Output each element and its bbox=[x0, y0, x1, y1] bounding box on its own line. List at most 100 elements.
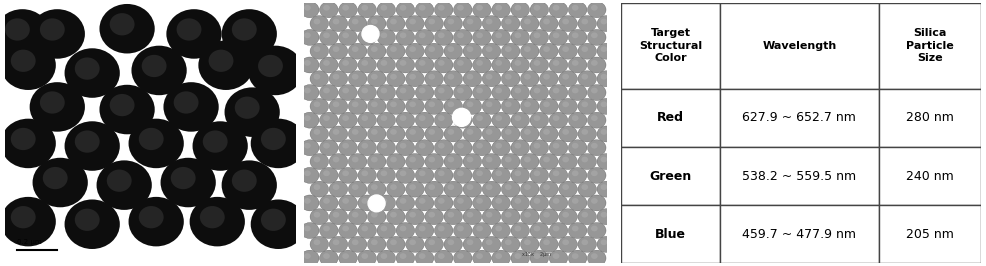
Circle shape bbox=[304, 198, 311, 204]
Circle shape bbox=[578, 16, 597, 32]
Circle shape bbox=[591, 253, 598, 259]
Circle shape bbox=[505, 19, 512, 24]
Circle shape bbox=[368, 71, 386, 87]
Circle shape bbox=[390, 74, 396, 80]
Circle shape bbox=[301, 85, 319, 101]
Circle shape bbox=[109, 13, 134, 35]
Circle shape bbox=[501, 98, 520, 114]
Circle shape bbox=[515, 32, 522, 38]
Circle shape bbox=[381, 115, 387, 121]
Circle shape bbox=[543, 19, 550, 24]
Circle shape bbox=[399, 60, 406, 66]
Circle shape bbox=[501, 16, 520, 32]
Circle shape bbox=[511, 57, 529, 73]
Circle shape bbox=[549, 250, 568, 266]
Circle shape bbox=[521, 71, 539, 87]
Circle shape bbox=[387, 153, 405, 169]
Circle shape bbox=[524, 74, 530, 80]
Circle shape bbox=[549, 30, 568, 45]
Circle shape bbox=[352, 184, 359, 190]
Circle shape bbox=[415, 2, 434, 18]
Circle shape bbox=[362, 115, 368, 121]
Circle shape bbox=[332, 212, 339, 218]
Circle shape bbox=[339, 140, 357, 156]
Circle shape bbox=[543, 239, 550, 245]
Circle shape bbox=[310, 71, 328, 87]
Circle shape bbox=[463, 153, 482, 169]
Circle shape bbox=[482, 98, 501, 114]
Circle shape bbox=[301, 57, 319, 73]
Circle shape bbox=[314, 19, 320, 24]
Circle shape bbox=[458, 253, 463, 259]
Circle shape bbox=[362, 171, 368, 176]
Circle shape bbox=[553, 5, 559, 11]
Circle shape bbox=[381, 5, 387, 11]
Circle shape bbox=[521, 16, 539, 32]
Circle shape bbox=[435, 85, 453, 101]
Circle shape bbox=[387, 126, 405, 142]
Circle shape bbox=[39, 18, 65, 41]
Circle shape bbox=[425, 43, 444, 59]
Circle shape bbox=[358, 57, 377, 73]
Circle shape bbox=[381, 253, 387, 259]
Circle shape bbox=[377, 85, 395, 101]
Circle shape bbox=[463, 126, 482, 142]
Circle shape bbox=[511, 223, 529, 239]
Circle shape bbox=[568, 167, 587, 183]
Circle shape bbox=[476, 88, 483, 93]
Circle shape bbox=[553, 143, 559, 149]
Circle shape bbox=[549, 140, 568, 156]
Circle shape bbox=[530, 223, 548, 239]
Circle shape bbox=[352, 19, 359, 24]
Circle shape bbox=[377, 223, 395, 239]
Circle shape bbox=[128, 197, 183, 246]
Circle shape bbox=[405, 181, 424, 197]
Circle shape bbox=[472, 57, 491, 73]
Circle shape bbox=[301, 30, 319, 45]
Circle shape bbox=[339, 57, 357, 73]
Circle shape bbox=[486, 157, 492, 162]
Circle shape bbox=[524, 19, 530, 24]
Circle shape bbox=[405, 43, 424, 59]
Circle shape bbox=[348, 153, 367, 169]
Circle shape bbox=[342, 60, 349, 66]
Circle shape bbox=[304, 115, 311, 121]
Circle shape bbox=[472, 85, 491, 101]
Circle shape bbox=[75, 130, 100, 153]
Circle shape bbox=[568, 223, 587, 239]
Circle shape bbox=[495, 226, 502, 231]
Circle shape bbox=[466, 184, 473, 190]
Circle shape bbox=[100, 4, 155, 53]
Circle shape bbox=[310, 153, 328, 169]
Circle shape bbox=[553, 60, 559, 66]
Circle shape bbox=[419, 171, 426, 176]
Circle shape bbox=[428, 19, 435, 24]
Circle shape bbox=[476, 143, 483, 149]
Circle shape bbox=[486, 129, 492, 135]
Circle shape bbox=[530, 57, 548, 73]
Circle shape bbox=[549, 167, 568, 183]
Circle shape bbox=[209, 50, 234, 72]
Circle shape bbox=[505, 129, 512, 135]
Circle shape bbox=[568, 250, 587, 266]
Circle shape bbox=[139, 128, 164, 150]
Circle shape bbox=[588, 140, 606, 156]
Circle shape bbox=[591, 198, 598, 204]
Circle shape bbox=[559, 98, 578, 114]
Bar bbox=[621, 205, 720, 263]
Circle shape bbox=[323, 32, 330, 38]
Circle shape bbox=[495, 5, 502, 11]
Circle shape bbox=[521, 43, 539, 59]
Circle shape bbox=[466, 212, 473, 218]
Circle shape bbox=[1, 40, 56, 90]
Circle shape bbox=[387, 236, 405, 252]
Circle shape bbox=[390, 46, 396, 52]
Circle shape bbox=[329, 16, 348, 32]
Circle shape bbox=[438, 60, 445, 66]
Circle shape bbox=[409, 46, 416, 52]
Circle shape bbox=[492, 85, 511, 101]
Circle shape bbox=[438, 198, 445, 204]
Circle shape bbox=[415, 112, 434, 128]
Circle shape bbox=[588, 167, 606, 183]
Circle shape bbox=[463, 181, 482, 197]
